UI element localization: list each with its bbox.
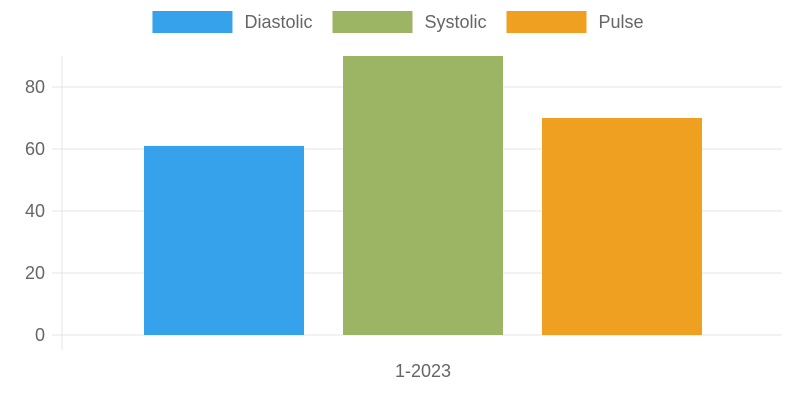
legend-label-diastolic: Diastolic [244,12,312,32]
legend-swatch-systolic [332,11,413,33]
bar-diastolic [144,145,304,335]
legend: Diastolic Systolic Pulse [152,11,644,33]
bar-pulse [542,118,702,335]
legend-label-pulse: Pulse [599,12,644,32]
bars [144,56,702,335]
y-tick-label: 20 [25,263,45,283]
y-tick-label: 80 [25,77,45,97]
legend-swatch-diastolic [152,11,233,33]
x-tick-label: 1-2023 [395,361,451,381]
bar-systolic [343,56,503,335]
legend-label-systolic: Systolic [424,12,486,32]
y-tick-label: 40 [25,201,45,221]
axis-labels: 0 20 40 60 80 1-2023 [25,77,451,381]
y-tick-label: 60 [25,139,45,159]
legend-swatch-pulse [506,11,587,33]
y-tick-label: 0 [35,325,45,345]
